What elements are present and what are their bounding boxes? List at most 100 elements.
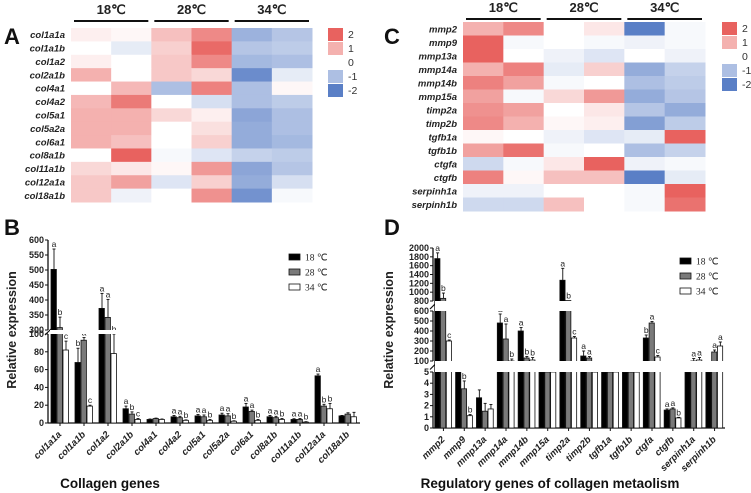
column-group-label: 28℃ — [177, 2, 206, 17]
heatmap-cell — [664, 35, 706, 50]
y-tick-label: 350 — [29, 310, 44, 320]
heatmap-cell — [231, 148, 273, 163]
legend-swatch — [288, 283, 301, 291]
heatmap-cell — [71, 148, 112, 163]
heatmap-cell — [543, 103, 585, 117]
heatmap-cell — [624, 76, 666, 90]
significance-letter: a — [670, 398, 675, 408]
heatmap-cell — [543, 76, 585, 90]
heatmap-cell — [231, 94, 273, 109]
heatmap-cell — [151, 135, 192, 149]
significance-letter: a — [202, 405, 207, 415]
bar — [56, 327, 63, 424]
heatmap-cell — [151, 175, 192, 190]
row-label: col6a1 — [35, 137, 65, 148]
heatmap-cell — [503, 157, 545, 171]
panel-label-c: C — [384, 24, 400, 49]
bar — [62, 349, 69, 424]
heatmap-cell — [584, 103, 625, 117]
heatmap-cell — [271, 94, 313, 109]
significance-letter: a — [718, 332, 723, 342]
heatmap-cell — [151, 68, 192, 83]
significance-letter: b — [232, 411, 237, 421]
heatmap-cell — [151, 54, 192, 69]
row-label: col2a1b — [30, 70, 66, 81]
heatmap-cell — [664, 76, 706, 90]
heatmap-cell — [111, 121, 152, 136]
bar — [248, 411, 255, 424]
legend-swatch — [722, 78, 737, 91]
heatmap-cell — [271, 135, 313, 149]
bar — [128, 413, 135, 424]
bar — [242, 406, 249, 424]
significance-letter: a — [691, 349, 696, 359]
y-axis-title: Relative expression — [382, 271, 396, 388]
heatmap-cell — [231, 81, 273, 96]
row-label: col12a1a — [25, 177, 65, 188]
bar — [633, 371, 640, 429]
heatmap-cell — [231, 68, 273, 83]
heatmap-cell — [271, 148, 313, 163]
heatmap-cell — [463, 116, 504, 131]
heatmap-cell — [231, 188, 273, 203]
y-tick-label: 100 — [29, 329, 44, 339]
heatmap-cell — [191, 161, 233, 176]
heatmap-cell — [463, 76, 504, 90]
heatmap-cell — [503, 143, 545, 158]
row-label: col5a2a — [30, 124, 65, 135]
bar — [206, 419, 213, 424]
heatmap-cell — [271, 68, 313, 83]
heatmap-cell — [71, 68, 112, 83]
heatmap-cell — [624, 49, 666, 63]
bar — [544, 371, 551, 429]
panel-label-a: A — [4, 24, 20, 49]
bar — [663, 409, 670, 429]
heatmap-cell — [111, 188, 152, 203]
bar — [134, 419, 141, 424]
significance-letter: b — [530, 348, 535, 358]
heatmap-cell — [231, 121, 273, 136]
heatmap-cell — [503, 184, 545, 198]
heatmap-cell — [624, 103, 666, 117]
bar — [612, 371, 619, 429]
bar — [466, 415, 473, 429]
x-tick-label: col4a1 — [131, 429, 160, 458]
heatmap-cell — [111, 135, 152, 149]
heatmap-cell — [271, 161, 313, 176]
y-tick-label: 300 — [414, 336, 429, 346]
row-label: col5a1 — [35, 111, 65, 122]
heatmap-cell — [503, 35, 545, 50]
y-tick-label: 80 — [34, 347, 44, 357]
legend-label: 1 — [742, 37, 748, 49]
y-tick-label: 60 — [34, 365, 44, 375]
row-label: ctgfa — [434, 159, 457, 170]
heatmap-cell — [503, 89, 545, 104]
heatmap-cell — [664, 22, 706, 36]
heatmap-cell — [463, 89, 504, 104]
y-tick-label: 40 — [34, 382, 44, 392]
heatmap-cell — [543, 143, 585, 158]
legend-label: -1 — [742, 65, 751, 77]
y-tick-label: 600 — [29, 235, 44, 245]
bar — [434, 258, 441, 429]
legend-label: 2 — [742, 23, 748, 35]
legend-swatch — [328, 84, 343, 97]
heatmap-cell — [664, 89, 706, 104]
bar — [622, 371, 629, 429]
significance-letter: b — [208, 409, 213, 419]
significance-letter: a — [196, 405, 201, 415]
heatmap-cell — [463, 197, 504, 212]
row-label: col11a1b — [25, 164, 65, 175]
heatmap-cell — [584, 184, 625, 198]
y-tick-label: 450 — [29, 280, 44, 290]
bar — [496, 322, 503, 429]
heatmap-cell — [503, 49, 545, 63]
significance-letter: b — [112, 324, 117, 334]
y-tick-label: 200 — [414, 346, 429, 356]
bar — [606, 371, 613, 429]
significance-letter: c — [88, 395, 93, 405]
row-label: serpinh1a — [412, 186, 457, 197]
heatmap-cell — [71, 175, 112, 190]
significance-letter: a — [106, 289, 111, 299]
column-group-label: 18℃ — [97, 2, 126, 17]
